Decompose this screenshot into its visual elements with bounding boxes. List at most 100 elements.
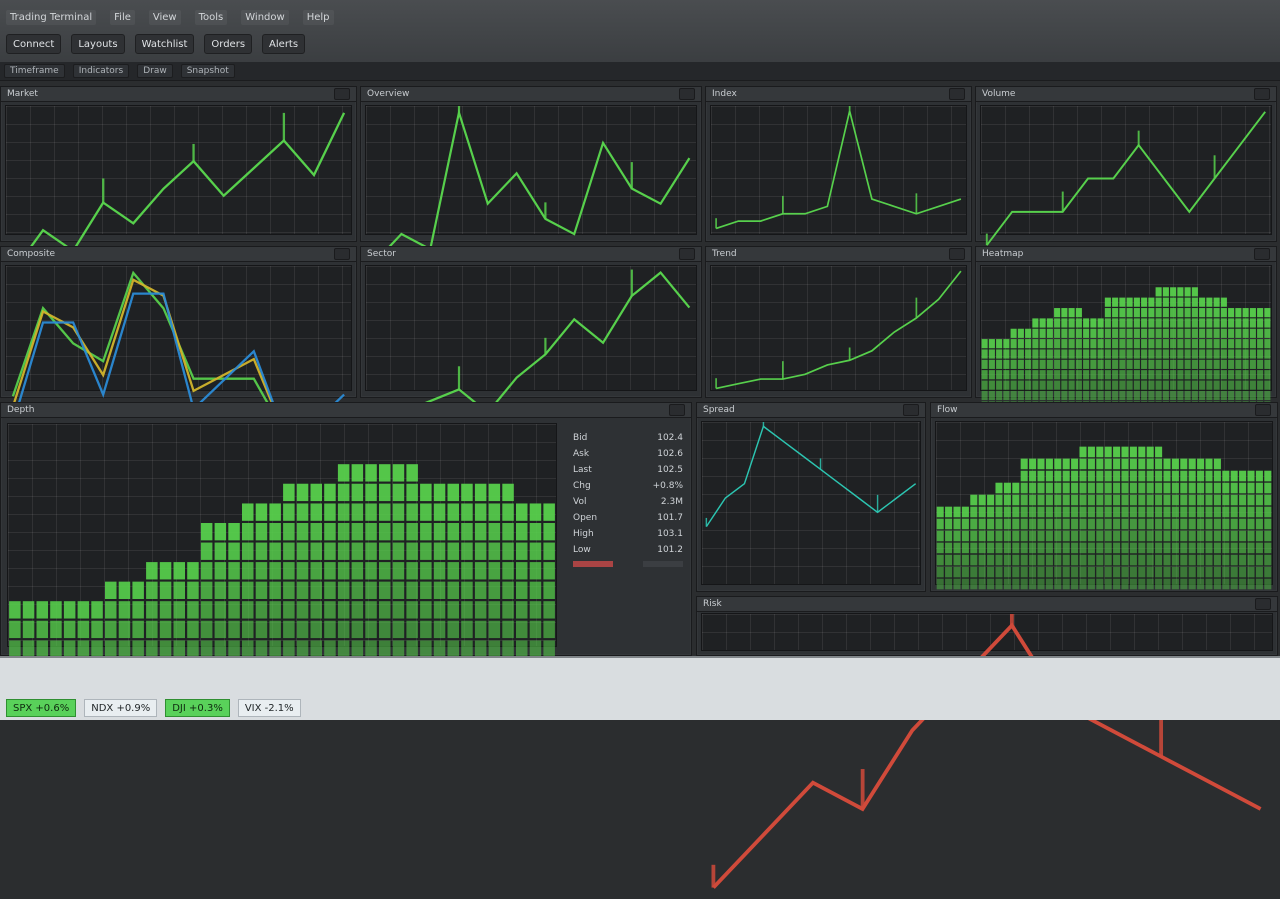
heat-cell <box>406 621 418 638</box>
watchlist-button[interactable]: Watchlist <box>135 34 195 54</box>
heat-cell <box>1029 471 1036 482</box>
heat-cell <box>1138 543 1145 554</box>
heat-cell <box>1127 329 1133 338</box>
heat-cell <box>1025 370 1031 379</box>
heat-cell <box>1063 471 1070 482</box>
heat-cell <box>365 464 377 481</box>
heat-cell <box>1105 339 1111 348</box>
panel-menu-button[interactable] <box>1254 248 1270 260</box>
heat-cell <box>1018 391 1024 400</box>
heat-cell <box>945 579 952 590</box>
heat-cell <box>1148 329 1154 338</box>
heat-cell <box>1012 567 1019 578</box>
heat-cell <box>970 531 977 542</box>
heat-cell <box>420 601 432 618</box>
heat-cell <box>1199 349 1205 358</box>
heat-cell <box>1032 360 1038 369</box>
heat-cell <box>146 582 158 599</box>
quote-value: 2.3M <box>661 497 683 507</box>
heat-cell <box>475 582 487 599</box>
heat-cell <box>1177 360 1183 369</box>
heat-cell <box>1029 483 1036 494</box>
heat-cell <box>1163 318 1169 327</box>
connect-button[interactable]: Connect <box>6 34 61 54</box>
heat-cell <box>979 555 986 566</box>
panel-menu-button[interactable] <box>1254 88 1270 100</box>
ticker-cell[interactable]: NDX +0.9% <box>84 699 157 717</box>
menu-view[interactable]: View <box>149 10 181 25</box>
panel-menu-button[interactable] <box>334 248 350 260</box>
heat-cell <box>393 464 405 481</box>
ticker-cell[interactable]: DJI +0.3% <box>165 699 230 717</box>
heat-cell <box>1199 339 1205 348</box>
panel-menu-button[interactable] <box>949 88 965 100</box>
heat-cell <box>1264 308 1270 317</box>
menu-file[interactable]: File <box>110 10 135 25</box>
heat-cell <box>1141 318 1147 327</box>
heat-cell <box>1105 531 1112 542</box>
series-line <box>706 426 915 526</box>
heat-cell <box>1112 391 1118 400</box>
panel-menu-button[interactable] <box>903 404 919 416</box>
heat-cell <box>970 555 977 566</box>
series-line <box>987 112 1265 245</box>
heat-cell <box>1011 349 1017 358</box>
menu-tools[interactable]: Tools <box>195 10 228 25</box>
quote-bars <box>573 561 683 567</box>
heat-cell <box>1156 287 1162 296</box>
heat-cell <box>1221 329 1227 338</box>
heat-cell <box>995 507 1002 518</box>
ticker-cell[interactable]: VIX -2.1% <box>238 699 301 717</box>
heat-cell <box>1257 360 1263 369</box>
heat-cell <box>945 519 952 530</box>
layouts-button[interactable]: Layouts <box>71 34 124 54</box>
snapshot-chip[interactable]: Snapshot <box>181 64 235 78</box>
panel-menu-button[interactable] <box>669 404 685 416</box>
series-line <box>716 271 961 388</box>
heat-cell <box>970 579 977 590</box>
panel-menu-button[interactable] <box>679 88 695 100</box>
menu-window[interactable]: Window <box>241 10 288 25</box>
heat-cell <box>1256 555 1263 566</box>
quote-label: Bid <box>573 433 587 443</box>
quote-label: Chg <box>573 481 591 491</box>
heat-cell <box>1121 579 1128 590</box>
heat-cell <box>78 621 90 638</box>
menu-help[interactable]: Help <box>303 10 334 25</box>
panel-menu-button[interactable] <box>1255 598 1271 610</box>
heat-cell <box>1170 287 1176 296</box>
heat-cell <box>1148 339 1154 348</box>
alerts-button[interactable]: Alerts <box>262 34 305 54</box>
indicators-chip[interactable]: Indicators <box>73 64 129 78</box>
heat-cell <box>987 531 994 542</box>
heat-cell <box>461 484 473 501</box>
panel-menu-button[interactable] <box>1255 404 1271 416</box>
heat-cell <box>502 601 514 618</box>
heat-cell <box>1079 567 1086 578</box>
heat-cell <box>1189 459 1196 470</box>
heat-cell <box>1083 370 1089 379</box>
draw-chip[interactable]: Draw <box>137 64 173 78</box>
heat-cell <box>187 621 199 638</box>
panel-menu-button[interactable] <box>679 248 695 260</box>
heat-cell <box>297 582 309 599</box>
heat-cell <box>995 483 1002 494</box>
heat-cell <box>1113 459 1120 470</box>
heat-cell <box>1088 567 1095 578</box>
heat-cell <box>1096 507 1103 518</box>
panel-menu-button[interactable] <box>949 248 965 260</box>
heat-cell <box>1054 531 1061 542</box>
heat-cell <box>1054 555 1061 566</box>
heat-cell <box>91 601 103 618</box>
heat-cell <box>945 531 952 542</box>
timeframe-chip[interactable]: Timeframe <box>4 64 65 78</box>
ticker-cell[interactable]: SPX +0.6% <box>6 699 76 717</box>
orders-button[interactable]: Orders <box>204 34 252 54</box>
heat-cell <box>1214 471 1221 482</box>
panel-menu-button[interactable] <box>334 88 350 100</box>
heat-cell <box>1076 370 1082 379</box>
heat-cell <box>1054 519 1061 530</box>
heat-cell <box>393 582 405 599</box>
heat-cell <box>1096 495 1103 506</box>
heat-cell <box>406 503 418 520</box>
